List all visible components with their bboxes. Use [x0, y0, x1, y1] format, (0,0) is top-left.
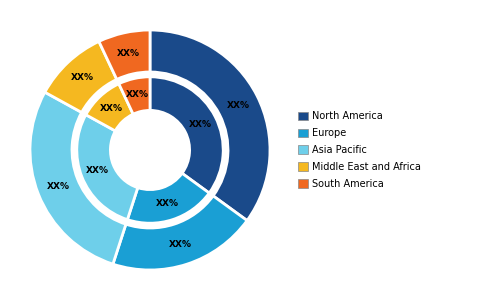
Wedge shape [150, 30, 270, 220]
Text: XX%: XX% [126, 91, 149, 100]
Text: XX%: XX% [70, 73, 94, 82]
Text: XX%: XX% [226, 100, 250, 109]
Wedge shape [150, 77, 223, 193]
Legend: North America, Europe, Asia Pacific, Middle East and Africa, South America: North America, Europe, Asia Pacific, Mid… [295, 109, 424, 191]
Wedge shape [30, 92, 126, 264]
Text: XX%: XX% [46, 182, 70, 191]
Text: XX%: XX% [156, 199, 179, 208]
Text: XX%: XX% [189, 120, 212, 129]
Wedge shape [128, 173, 209, 223]
Wedge shape [86, 84, 133, 131]
Wedge shape [99, 30, 150, 80]
Text: XX%: XX% [100, 104, 123, 113]
Wedge shape [45, 41, 117, 112]
Wedge shape [119, 77, 150, 114]
Wedge shape [77, 115, 138, 220]
Text: XX%: XX% [86, 166, 109, 175]
Wedge shape [113, 196, 247, 270]
Text: XX%: XX% [117, 49, 140, 58]
Text: XX%: XX% [169, 240, 192, 249]
